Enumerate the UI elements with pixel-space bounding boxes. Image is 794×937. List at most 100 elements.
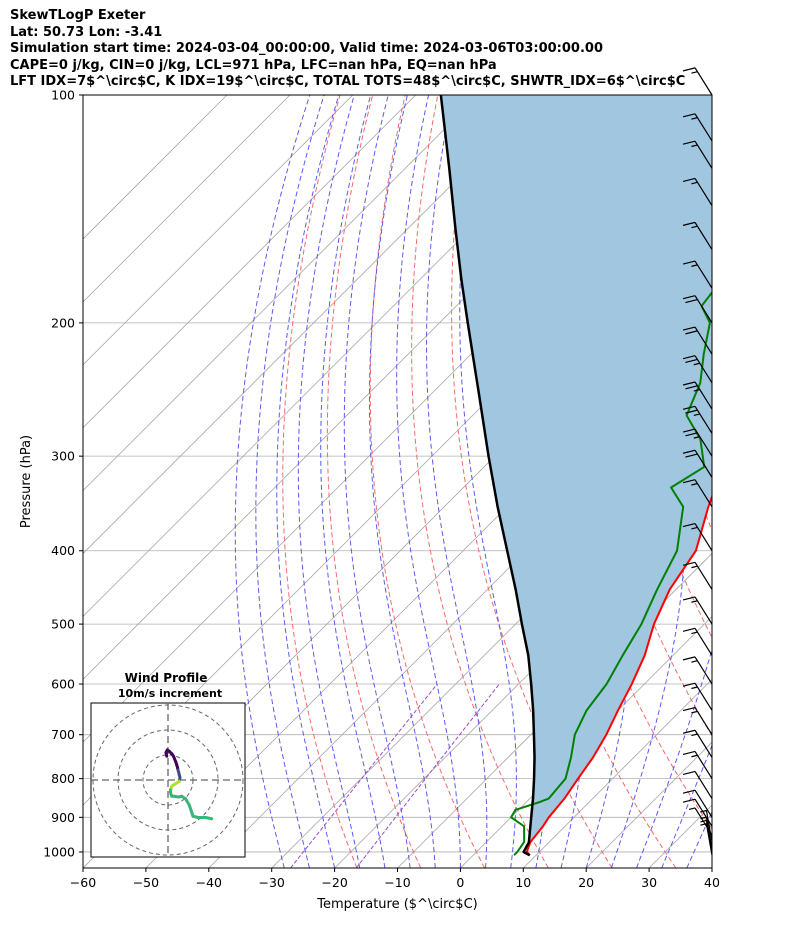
y-tick-label: 200 <box>51 315 75 330</box>
moist-adiabat <box>636 647 712 868</box>
wind-barb <box>682 113 713 142</box>
wind-barb <box>682 656 713 685</box>
moist-adiabat <box>276 95 340 868</box>
moist-adiabat <box>459 95 517 868</box>
wind-barb <box>682 140 713 169</box>
y-tick-label: 100 <box>51 88 75 103</box>
x-tick-label: 20 <box>578 875 594 890</box>
y-tick-label: 400 <box>51 543 75 558</box>
wind-barb <box>682 706 713 736</box>
moist-adiabat <box>711 866 712 868</box>
wind-barb <box>682 221 713 250</box>
isotherm <box>83 95 416 429</box>
wind-barb <box>682 798 713 827</box>
dry-adiabat <box>411 95 549 868</box>
skewt-plot-area <box>83 95 794 868</box>
x-tick-label: −30 <box>259 875 285 890</box>
dry-adiabat <box>731 95 794 868</box>
moist-adiabat <box>343 95 411 868</box>
moist-adiabat <box>396 95 461 868</box>
wind-barb <box>682 326 713 355</box>
y-tick-label: 600 <box>51 677 75 692</box>
mixing-ratio-line <box>355 683 500 868</box>
wind-barb <box>682 177 713 206</box>
moist-adiabat <box>610 95 686 868</box>
wind-barb <box>688 807 713 836</box>
x-tick-label: −50 <box>133 875 159 890</box>
y-tick-label: 300 <box>51 449 75 464</box>
x-tick-label: 30 <box>641 875 657 890</box>
x-tick-label: −20 <box>321 875 347 890</box>
wind-barbs <box>682 67 713 856</box>
isotherm <box>334 490 712 868</box>
isotherm <box>83 95 228 240</box>
x-tick-label: 10 <box>515 875 531 890</box>
x-axis-label: Temperature ($^\circ$C) <box>316 897 477 912</box>
skewt-axes: −60 −50 −40 −30 −20 −10 0 10 20 30 40 100 200 300 400 5… <box>19 88 720 913</box>
moist-adiabat <box>297 95 361 868</box>
wind-barb <box>682 750 713 779</box>
wind-barb <box>682 596 713 625</box>
wind-barb <box>682 523 713 552</box>
wind-barb <box>682 295 713 324</box>
location-line: Lat: 50.73 Lon: -3.41 <box>10 24 163 40</box>
wind-barb <box>682 682 713 711</box>
dry-adiabat <box>326 95 422 868</box>
hodograph-inset: Wind Profile 10m/s increment <box>90 671 246 858</box>
dry-adiabat <box>282 95 358 868</box>
x-tick-label: −10 <box>384 875 410 890</box>
x-tick-label: −60 <box>70 875 96 890</box>
y-tick-label: 500 <box>51 617 75 632</box>
parcel-profile-line <box>439 95 536 857</box>
x-tick-label: −40 <box>196 875 222 890</box>
indices-line: LFT IDX=7$^\circ$C, K IDX=19$^\circ$C, T… <box>10 74 686 89</box>
time-line: Simulation start time: 2024-03-04_00:00:… <box>10 41 603 56</box>
wind-barb <box>682 627 713 656</box>
moist-adiabat <box>320 95 386 868</box>
moist-adiabat <box>255 95 325 868</box>
wind-barb <box>682 428 713 457</box>
moist-adiabat <box>234 95 311 868</box>
dry-adiabat <box>697 95 712 241</box>
y-tick-label: 800 <box>51 771 75 786</box>
wind-barb <box>682 561 713 590</box>
wind-barb <box>682 479 713 508</box>
hodograph-subtitle: 10m/s increment <box>118 687 222 700</box>
isotherm <box>83 95 291 303</box>
temperature-line <box>525 494 712 856</box>
y-axis-label: Pressure (hPa) <box>19 435 34 528</box>
moist-adiabat <box>426 95 488 868</box>
moist-adiabat <box>368 95 436 868</box>
station-title: SkewTLogP Exeter <box>10 8 146 23</box>
wind-barb <box>682 449 713 478</box>
wind-barb <box>700 809 713 843</box>
isotherm <box>83 95 354 366</box>
wind-barb <box>682 729 713 758</box>
mixing-ratio-line <box>290 683 438 868</box>
isotherm <box>711 867 712 868</box>
wind-barb <box>682 770 713 799</box>
dry-adiabat <box>369 95 485 868</box>
isotherm <box>523 678 712 868</box>
wind-barb <box>682 355 713 384</box>
y-tick-label: 900 <box>51 810 75 825</box>
dry-adiabat <box>764 95 794 868</box>
y-tick-label: 1000 <box>43 844 75 859</box>
cin-cape-shading <box>440 95 712 856</box>
wind-barb <box>682 260 713 289</box>
y-tick-label: 700 <box>51 727 75 742</box>
isotherm <box>83 95 479 492</box>
isotherm <box>397 552 712 868</box>
x-tick-label: 40 <box>704 875 720 890</box>
hodograph-title: Wind Profile <box>125 671 208 685</box>
wind-barb <box>682 789 713 818</box>
moist-adiabat <box>686 810 712 868</box>
wind-barb <box>682 67 713 96</box>
wind-barb <box>682 405 713 434</box>
wind-barb <box>682 381 713 410</box>
x-tick-label: 0 <box>456 875 464 890</box>
moist-adiabat <box>661 744 712 868</box>
chart-header: SkewTLogP Exeter Lat: 50.73 Lon: -3.41 S… <box>10 8 685 91</box>
params-line: CAPE=0 j/kg, CIN=0 j/kg, LCL=971 hPa, LF… <box>10 57 497 73</box>
